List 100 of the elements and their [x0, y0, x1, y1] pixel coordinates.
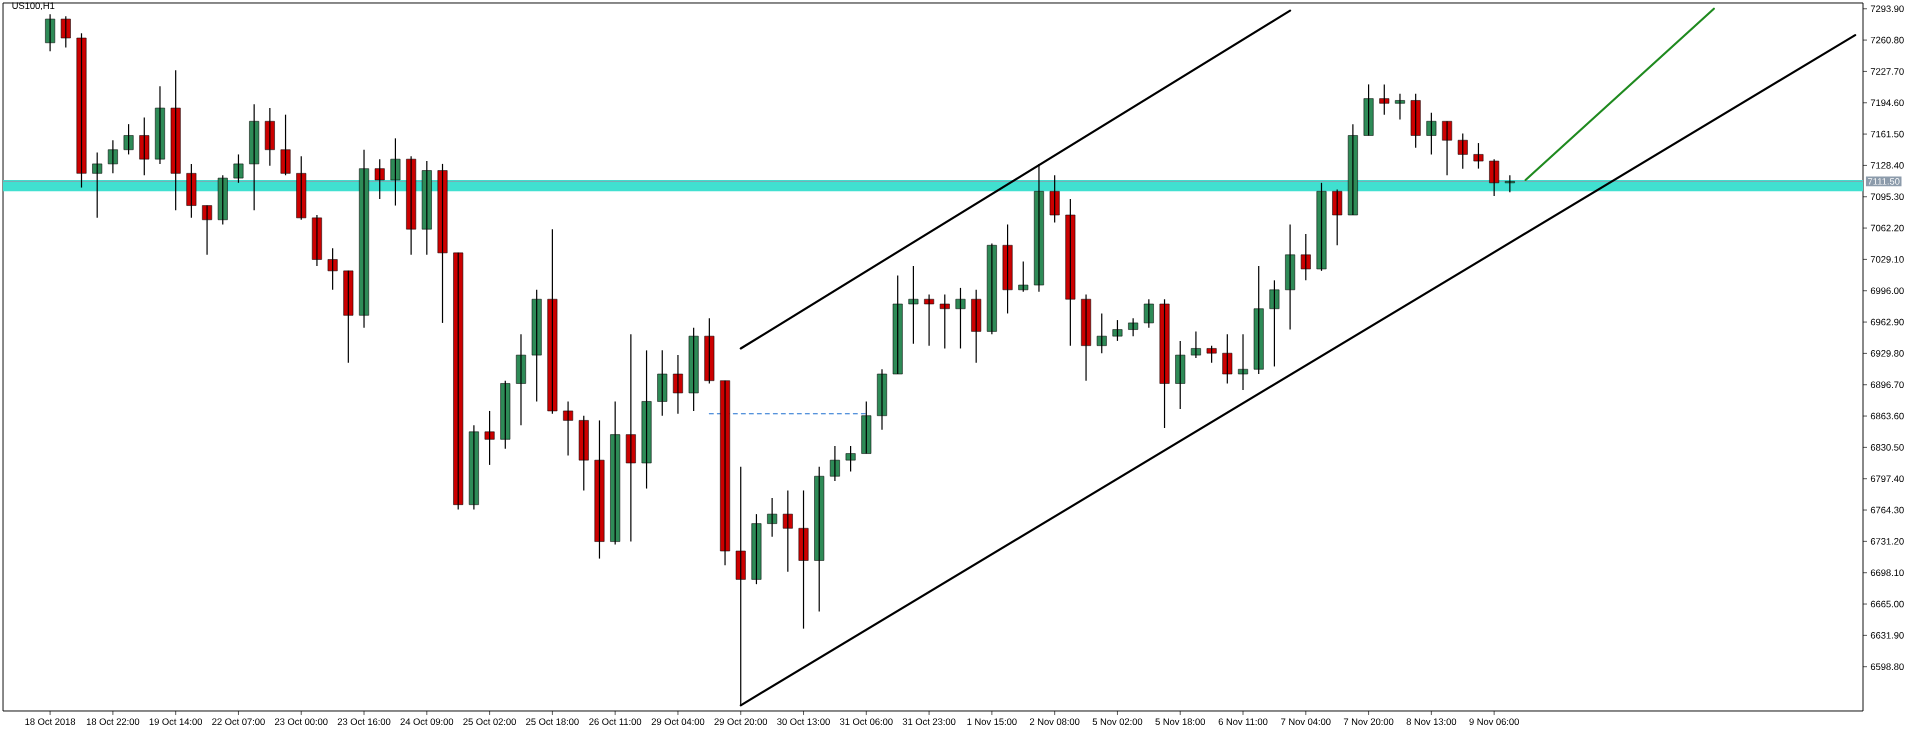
x-tick-label: 29 Oct 20:00 — [714, 718, 768, 725]
candlestick — [1426, 112, 1437, 156]
x-tick-label: 31 Oct 06:00 — [839, 718, 893, 725]
x-tick-label: 23 Oct 16:00 — [337, 718, 391, 725]
candlestick — [453, 252, 464, 510]
y-tick-label: 7260.80 — [1870, 36, 1904, 44]
y-tick-label: 6598.80 — [1870, 663, 1904, 670]
candlestick — [76, 32, 87, 189]
candlestick — [1363, 83, 1374, 137]
x-tick-label: 9 Nov 06:00 — [1469, 718, 1519, 725]
candlestick — [641, 349, 652, 490]
candlestick — [390, 137, 401, 207]
candlestick — [139, 116, 150, 176]
candlestick — [374, 158, 385, 200]
y-tick-label: 6929.80 — [1870, 350, 1904, 357]
candlestick — [264, 107, 275, 167]
candlestick — [688, 327, 699, 412]
x-tick-label: 7 Nov 20:00 — [1343, 718, 1394, 725]
candlestick — [1253, 265, 1264, 375]
ref-line-label: 7111.50 — [1868, 178, 1900, 185]
x-tick-label: 25 Oct 02:00 — [463, 718, 516, 725]
candlestick — [578, 415, 589, 492]
chart-title: US100,H1 — [12, 2, 55, 11]
candlestick — [170, 69, 181, 211]
candlestick — [1410, 93, 1421, 149]
x-tick-label: 18 Oct 2018 — [25, 718, 76, 725]
y-tick-label: 7161.50 — [1870, 130, 1904, 138]
candlestick — [892, 274, 903, 375]
candlestick — [1222, 333, 1233, 385]
y-tick-label: 7128.40 — [1870, 162, 1904, 169]
candlestick — [343, 270, 354, 364]
x-tick-label: 31 Oct 23:00 — [902, 718, 956, 725]
x-tick-label: 26 Oct 11:00 — [589, 718, 642, 725]
candlestick — [484, 410, 495, 466]
candlestick — [437, 163, 448, 324]
y-tick-label: 6830.50 — [1870, 444, 1904, 451]
x-tick-label: 1 Nov 15:00 — [967, 718, 1017, 725]
candlestick — [1018, 260, 1029, 293]
candlestick — [971, 289, 982, 364]
x-tick-label: 25 Oct 18:00 — [526, 718, 579, 725]
candlestick — [92, 151, 103, 219]
candlestick — [1394, 93, 1405, 121]
candlestick — [500, 380, 511, 450]
candlestick — [1049, 174, 1060, 224]
candlestick — [1457, 133, 1468, 170]
y-tick-label: 7029.10 — [1870, 256, 1904, 263]
candlestick — [531, 289, 542, 403]
candlestick — [1096, 312, 1107, 354]
y-tick-label: 7227.70 — [1870, 68, 1904, 75]
x-tick-label: 29 Oct 04:00 — [651, 718, 705, 725]
candlestick — [233, 153, 244, 184]
candlestick — [610, 400, 621, 545]
candlestick — [1159, 298, 1170, 429]
y-tick-label: 6764.30 — [1870, 506, 1904, 514]
candlestick — [327, 247, 338, 291]
candlestick — [751, 513, 762, 585]
candlestick — [1379, 83, 1390, 116]
y-tick-label: 6631.90 — [1870, 632, 1904, 639]
candlestick — [547, 228, 558, 415]
candlestick — [1190, 330, 1201, 359]
candlestick — [249, 103, 260, 211]
candlestick — [217, 174, 228, 226]
candlestick — [186, 163, 197, 219]
candlestick — [1489, 158, 1500, 197]
candlestick — [421, 160, 432, 256]
x-tick-label: 6 Nov 11:00 — [1218, 718, 1268, 725]
y-tick-label: 6731.20 — [1870, 538, 1904, 545]
candlestick — [782, 489, 793, 573]
candlestick — [1065, 198, 1076, 347]
candlestick — [123, 123, 134, 156]
x-tick-label: 19 Oct 14:00 — [149, 718, 203, 725]
x-tick-label: 30 Oct 13:00 — [777, 718, 830, 725]
y-tick-label: 7062.20 — [1870, 224, 1904, 232]
candlestick — [924, 293, 935, 347]
candlestick — [861, 400, 872, 455]
candlestick — [1238, 333, 1248, 391]
x-tick-label: 23 Oct 00:00 — [274, 718, 328, 725]
candlestick — [1128, 317, 1139, 337]
candlestick — [1332, 188, 1343, 246]
y-tick-label: 7293.90 — [1870, 5, 1904, 13]
x-tick-label: 8 Nov 13:00 — [1406, 718, 1457, 725]
candlestick — [1143, 298, 1154, 329]
candlestick — [594, 419, 605, 560]
y-tick-label: 6698.10 — [1870, 569, 1904, 576]
candlestick — [814, 466, 825, 613]
candlestick — [1269, 279, 1280, 368]
candlestick — [1112, 319, 1123, 342]
candlestick — [60, 15, 71, 49]
candlestick — [280, 114, 291, 176]
y-tick-label: 6996.00 — [1870, 287, 1904, 295]
candlestick — [955, 287, 966, 350]
y-tick-label: 7095.30 — [1870, 193, 1904, 201]
candlestick — [798, 489, 809, 630]
x-tick-label: 5 Nov 18:00 — [1155, 718, 1206, 725]
candlestick — [939, 293, 950, 350]
y-tick-label: 6665.00 — [1870, 600, 1904, 608]
x-tick-label: 18 Oct 22:00 — [86, 718, 140, 725]
y-tick-label: 6896.70 — [1870, 381, 1904, 389]
y-tick-label: 6962.90 — [1870, 318, 1904, 326]
candlestick — [1175, 340, 1186, 410]
